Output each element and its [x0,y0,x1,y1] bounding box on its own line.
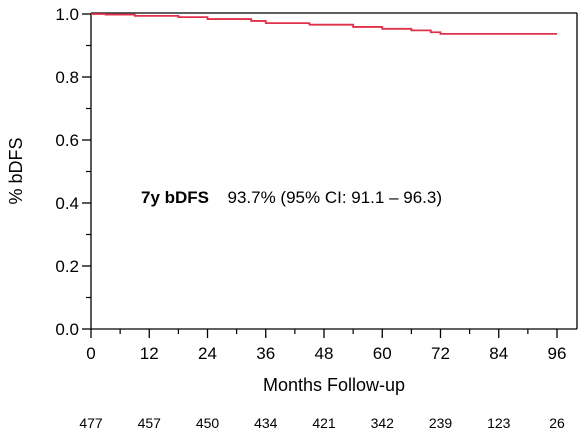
x-tick-label: 96 [548,344,567,363]
annotation-label: 7y bDFS [141,188,209,207]
at-risk-count: 477 [79,415,103,431]
x-tick-label: 36 [256,344,275,363]
y-axis-title: % bDFS [6,137,26,204]
y-axis-ticks: 0.0 0.2 0.4 0.6 0.8 1.0 [55,5,91,339]
x-tick-label: 60 [373,344,392,363]
x-tick-label: 72 [431,344,450,363]
series-layer [91,13,557,35]
y-tick-label: 1.0 [55,5,79,24]
number-at-risk-row: 477 457 450 434 421 342 239 123 26 [79,415,565,431]
at-risk-count: 450 [196,415,220,431]
x-axis-title: Months Follow-up [263,375,405,395]
annotation: 7y bDFS 93.7% (95% CI: 91.1 – 96.3) [141,188,442,207]
annotation-text: 93.7% (95% CI: 91.1 – 96.3) [227,188,442,207]
at-risk-count: 123 [487,415,511,431]
x-tick-label: 48 [315,344,334,363]
at-risk-count: 421 [312,415,336,431]
x-tick-label: 12 [140,344,159,363]
at-risk-count: 26 [549,415,565,431]
x-tick-label: 0 [86,344,95,363]
x-axis-ticks: 0 12 24 36 48 60 72 84 96 [86,329,566,363]
y-tick-label: 0.2 [55,257,79,276]
survival-curve [91,13,557,35]
y-tick-label: 0.6 [55,131,79,150]
at-risk-count: 239 [429,415,453,431]
x-tick-label: 84 [489,344,508,363]
y-tick-label: 0.8 [55,68,79,87]
at-risk-count: 434 [254,415,278,431]
at-risk-count: 457 [138,415,162,431]
x-tick-label: 24 [198,344,217,363]
at-risk-count: 342 [371,415,395,431]
y-tick-label: 0.0 [55,320,79,339]
y-tick-label: 0.4 [55,194,79,213]
